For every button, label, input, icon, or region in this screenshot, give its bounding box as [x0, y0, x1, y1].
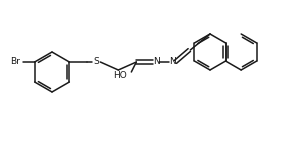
Text: S: S	[93, 57, 99, 67]
Text: HO: HO	[113, 71, 127, 81]
Text: N: N	[153, 57, 160, 67]
Text: N: N	[169, 57, 176, 67]
Text: Br: Br	[10, 57, 20, 67]
